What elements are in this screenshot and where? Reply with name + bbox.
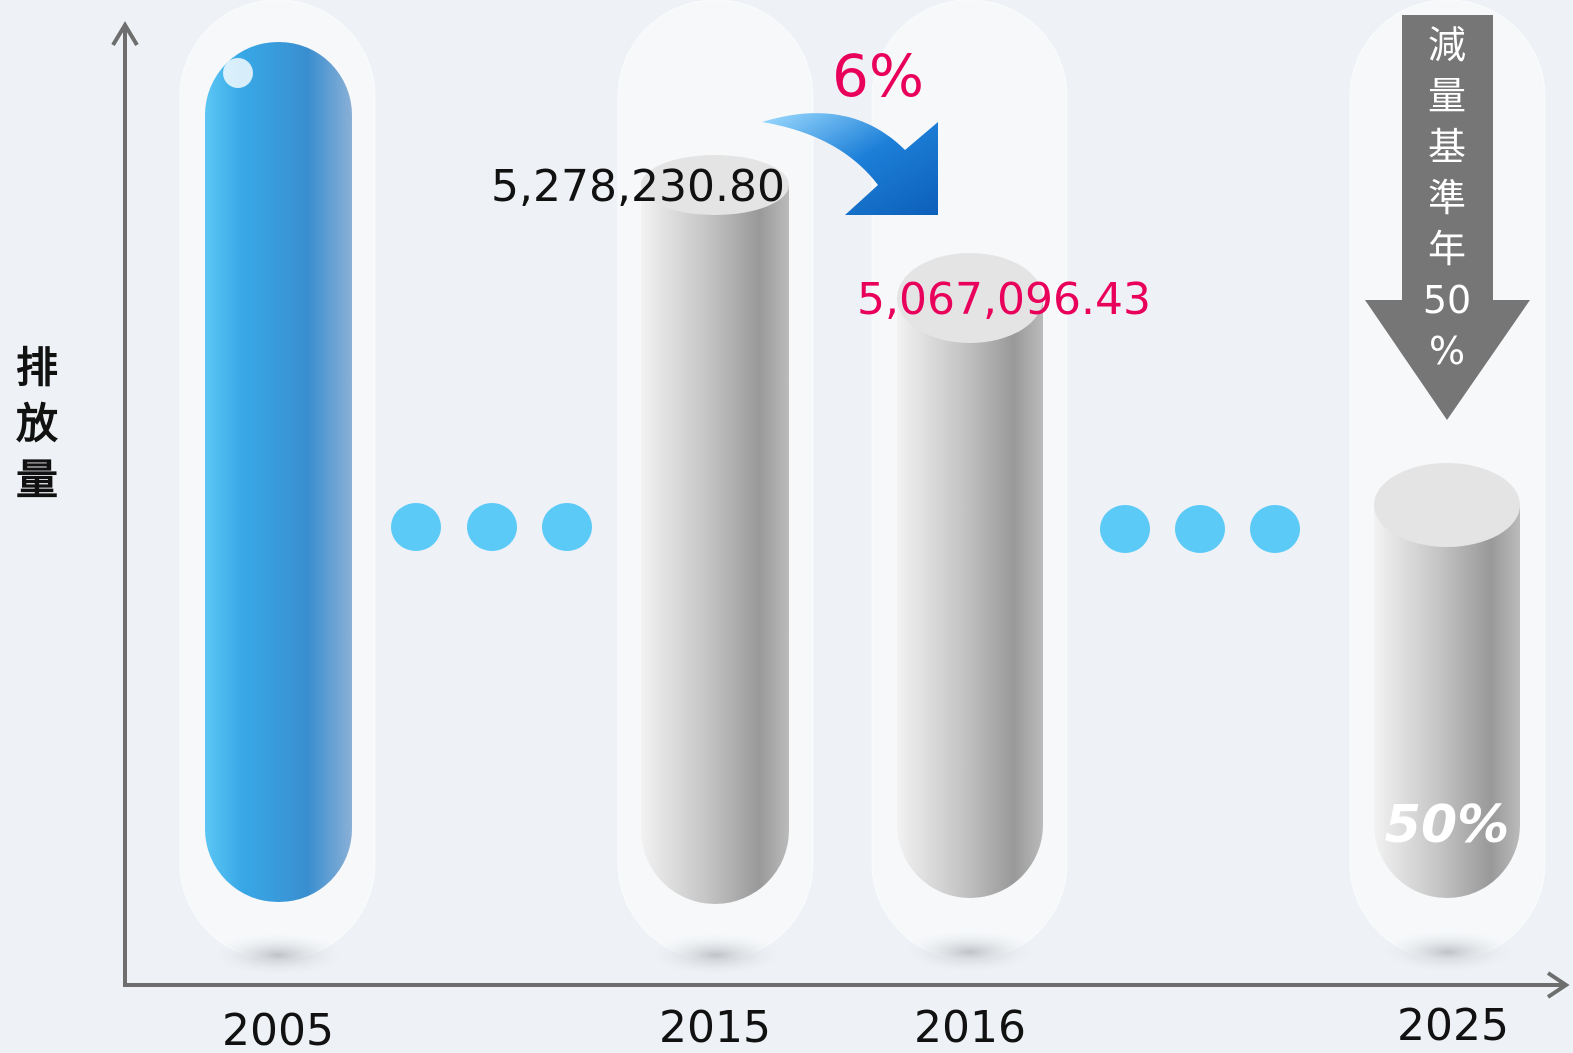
chart: 2005 2015 2016 2025 5,278,230.80 5,067,0… — [0, 0, 1573, 1053]
target-badge: 50% — [1385, 795, 1509, 855]
cylinder-2015 — [641, 155, 789, 904]
target-arrow-label: 減量基準年50% — [1417, 20, 1477, 377]
cylinder-2005 — [205, 42, 352, 902]
change-label: 6% — [832, 42, 924, 110]
year-label: 2005 — [222, 1005, 334, 1053]
y-axis-label: 排放量 — [12, 340, 62, 508]
infographic: 2005 2015 2016 2025 5,278,230.80 5,067,0… — [0, 0, 1573, 1053]
ellipsis-dots — [391, 503, 1300, 553]
highlight — [223, 58, 253, 88]
value-label: 5,278,230.80 — [491, 161, 785, 212]
shadows — [208, 930, 1518, 977]
year-label: 2016 — [914, 1002, 1026, 1053]
value-label: 5,067,096.43 — [857, 274, 1151, 325]
year-label: 2025 — [1397, 1000, 1509, 1051]
year-label: 2015 — [659, 1002, 771, 1053]
cylinder-2016 — [897, 253, 1043, 898]
